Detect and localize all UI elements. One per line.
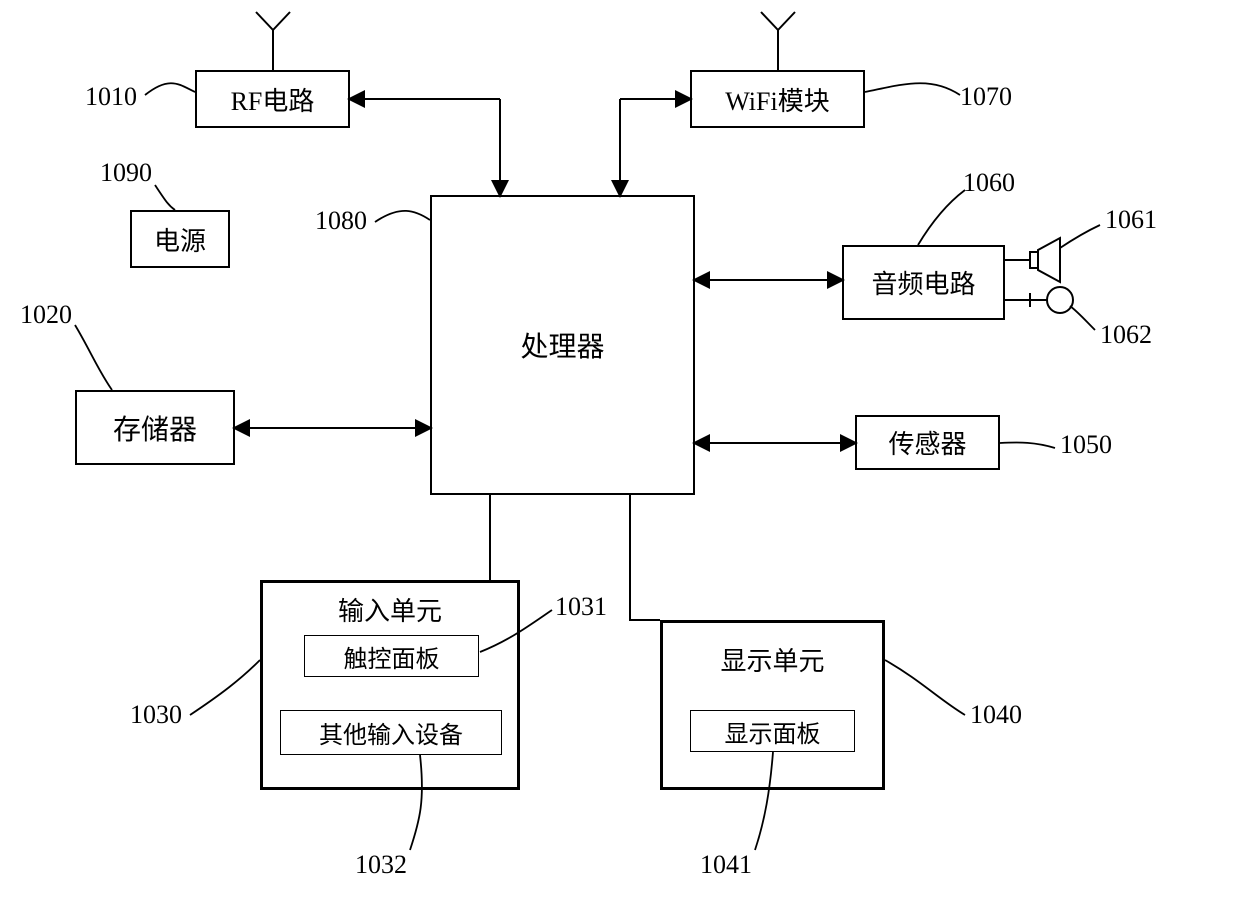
ref-1031: 1031 <box>555 592 607 622</box>
ref-1030: 1030 <box>130 700 182 730</box>
input-unit-box: 输入单元 <box>260 580 520 790</box>
display-unit-label: 显示单元 <box>720 641 824 678</box>
sensor-box: 传感器 <box>855 415 1000 470</box>
ref-1061: 1061 <box>1105 205 1157 235</box>
speaker-icon <box>1005 238 1060 282</box>
rf-antenna-icon <box>256 12 290 70</box>
ref-1090: 1090 <box>100 158 152 188</box>
ref-1032: 1032 <box>355 850 407 880</box>
other-input-box: 其他输入设备 <box>280 710 502 755</box>
diagram-canvas: RF电路 WiFi模块 电源 处理器 音频电路 存储器 传感器 输入单元 触控面… <box>0 0 1240 920</box>
input-unit-label: 输入单元 <box>338 591 442 628</box>
processor-label: 处理器 <box>520 325 604 365</box>
ref-1041: 1041 <box>700 850 752 880</box>
sensor-label: 传感器 <box>888 424 966 461</box>
processor-box: 处理器 <box>430 195 695 495</box>
ref-1050: 1050 <box>1060 430 1112 460</box>
microphone-icon <box>1005 287 1073 313</box>
ref-1010: 1010 <box>85 82 137 112</box>
audio-circuit-box: 音频电路 <box>842 245 1005 320</box>
display-unit-box: 显示单元 <box>660 620 885 790</box>
rf-label: RF电路 <box>231 81 315 118</box>
wifi-module-box: WiFi模块 <box>690 70 865 128</box>
touch-panel-label: 触控面板 <box>344 639 440 674</box>
rf-circuit-box: RF电路 <box>195 70 350 128</box>
display-panel-box: 显示面板 <box>690 710 855 752</box>
ref-1020: 1020 <box>20 300 72 330</box>
power-label: 电源 <box>154 221 206 258</box>
ref-1060: 1060 <box>963 168 1015 198</box>
memory-box: 存储器 <box>75 390 235 465</box>
power-box: 电源 <box>130 210 230 268</box>
ref-1062: 1062 <box>1100 320 1152 350</box>
wifi-label: WiFi模块 <box>725 81 829 118</box>
ref-1080: 1080 <box>315 206 367 236</box>
wifi-antenna-icon <box>761 12 795 70</box>
display-panel-label: 显示面板 <box>725 714 821 749</box>
touch-panel-box: 触控面板 <box>304 635 479 677</box>
other-input-label: 其他输入设备 <box>319 715 463 750</box>
ref-1070: 1070 <box>960 82 1012 112</box>
ref-1040: 1040 <box>970 700 1022 730</box>
memory-label: 存储器 <box>113 408 197 448</box>
audio-label: 音频电路 <box>871 264 975 301</box>
